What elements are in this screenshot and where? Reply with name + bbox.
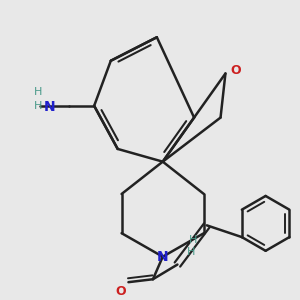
Text: H: H (34, 87, 43, 97)
Text: H: H (34, 101, 42, 111)
Text: N: N (157, 250, 169, 264)
Text: H: H (187, 247, 196, 257)
Text: O: O (230, 64, 241, 77)
Text: O: O (115, 285, 125, 298)
Text: N: N (44, 100, 56, 114)
Text: H: H (189, 235, 197, 245)
